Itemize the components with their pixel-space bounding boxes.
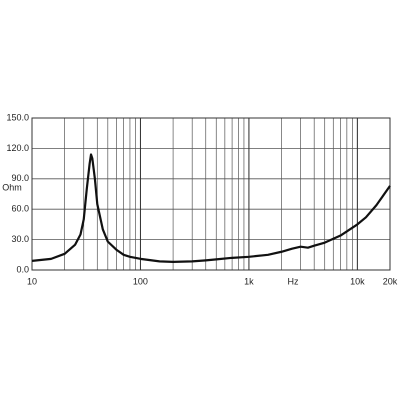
y-tick-label: 0.0 xyxy=(16,264,29,274)
x-tick-label: 10k xyxy=(350,276,365,286)
y-tick-label: 60.0 xyxy=(11,204,29,214)
y-tick-label: 150.0 xyxy=(6,112,29,122)
plot-frame xyxy=(31,117,391,271)
y-tick-label: 120.0 xyxy=(6,143,29,153)
y-tick-label: 90.0 xyxy=(11,173,29,183)
x-tick-label: 1k xyxy=(244,276,254,286)
impedance-line xyxy=(31,153,391,263)
y-tick-label: 30.0 xyxy=(11,234,29,244)
x-tick-label: 10 xyxy=(27,276,37,286)
x-tick-label: 100 xyxy=(133,276,148,286)
x-axis-label: Hz xyxy=(288,276,299,286)
y-axis-label: Ohm xyxy=(2,182,22,192)
x-tick-label: 20k xyxy=(383,276,398,286)
